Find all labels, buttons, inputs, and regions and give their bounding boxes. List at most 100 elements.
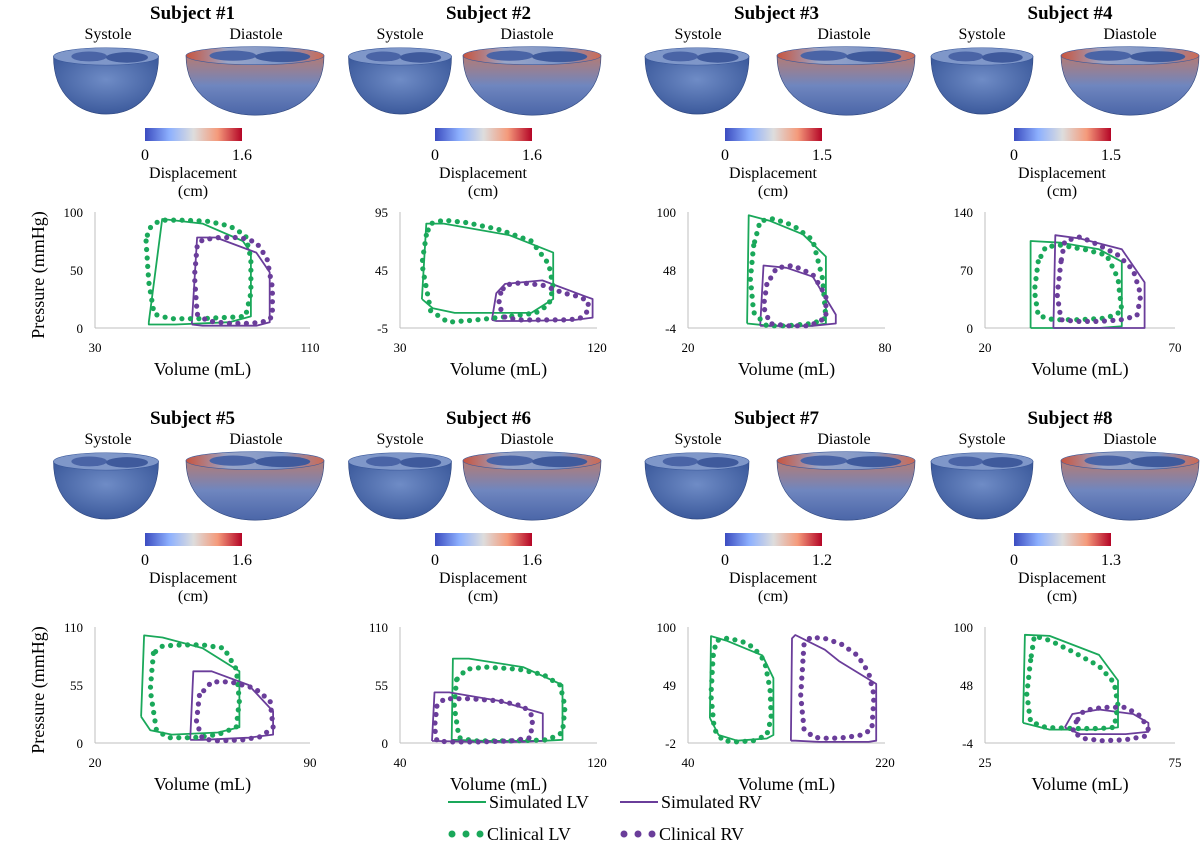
colorbar: [725, 533, 822, 546]
x-tick-label: 30: [89, 340, 102, 355]
clinical-lv-point: [811, 241, 817, 248]
clinical-rv-point: [1133, 735, 1139, 741]
clinical-rv-points: [432, 696, 535, 745]
colorbar: [1014, 533, 1111, 546]
y-tick-label: 110: [369, 620, 388, 635]
clinical-lv-point: [740, 639, 746, 645]
clinical-lv-point: [148, 676, 154, 682]
clinical-lv-point: [766, 679, 772, 685]
clinical-lv-point: [146, 280, 152, 286]
clinical-lv-point: [243, 309, 250, 315]
clinical-rv-point: [819, 317, 825, 323]
clinical-rv-point: [1057, 267, 1063, 273]
clinical-lv-point: [817, 266, 823, 272]
clinical-lv-point: [1109, 724, 1115, 731]
x-tick-label: 80: [879, 340, 892, 355]
x-tick-label: 40: [682, 755, 695, 770]
colorbar-unit: (cm): [1047, 183, 1077, 200]
clinical-lv-point: [446, 218, 452, 224]
clinical-rv-point: [1091, 737, 1097, 743]
y-tick-label: 100: [657, 205, 677, 220]
clinical-lv-point: [196, 218, 202, 224]
y-tick-label: 70: [960, 263, 973, 278]
clinical-lv-point: [188, 217, 194, 224]
clinical-lv-point: [785, 221, 792, 227]
clinical-lv-point: [232, 665, 239, 671]
clinical-rv-point: [232, 234, 238, 241]
clinical-rv-point: [556, 288, 562, 294]
clinical-lv-point: [750, 302, 756, 308]
clinical-lv-point: [149, 297, 155, 303]
y-tick-label: 48: [663, 263, 676, 278]
clinical-rv-point: [518, 317, 524, 323]
colorbar: [435, 533, 532, 546]
clinical-lv-point: [460, 670, 466, 676]
clinical-lv-point: [1058, 725, 1064, 731]
clinical-lv-point: [235, 681, 241, 688]
colorbar-max: 1.6: [522, 552, 542, 569]
clinical-lv-point: [549, 291, 555, 297]
clinical-lv-point: [715, 637, 721, 643]
clinical-rv-point: [764, 281, 770, 288]
diastole-heart-mesh: [462, 451, 602, 521]
clinical-rv-point: [1136, 287, 1142, 293]
panel-subject-7: Subject #7 Systole Diastole 0 1.2Displacemen…: [644, 408, 916, 795]
clinical-rv-point: [467, 739, 473, 745]
clinical-rv-point: [1115, 252, 1121, 258]
clinical-lv-point: [1050, 725, 1056, 731]
clinical-rv-point: [1134, 312, 1140, 318]
clinical-rv-point: [1056, 301, 1062, 307]
clinical-rv-point: [484, 739, 490, 745]
clinical-lv-point: [236, 698, 242, 705]
clinical-rv-point: [815, 735, 821, 741]
diastole-heart-mesh: [462, 46, 602, 116]
clinical-lv-point: [450, 319, 456, 325]
panel-title: Subject #3: [734, 3, 819, 24]
clinical-lv-points: [747, 216, 828, 329]
clinical-lv-point: [538, 251, 545, 257]
clinical-rv-point: [492, 738, 498, 745]
diastole-heart-mesh: [185, 451, 325, 521]
clinical-rv-point: [522, 705, 528, 712]
clinical-rv-point: [1121, 258, 1127, 264]
clinical-rv-point: [235, 320, 241, 326]
clinical-lv-point: [1091, 249, 1097, 255]
clinical-lv-point: [224, 650, 230, 656]
simulated-rv-curve: [790, 634, 878, 743]
clinical-lv-point: [245, 301, 251, 307]
panel-subject-2: Subject #2 Systole Diastole 0 1.6Displacemen…: [348, 3, 607, 380]
clinical-rv-point: [1125, 736, 1131, 742]
clinical-lv-point: [557, 731, 563, 737]
clinical-lv-point: [193, 734, 199, 741]
y-tick-label: 0: [382, 736, 389, 751]
clinical-rv-point: [561, 317, 567, 323]
clinical-lv-point: [147, 684, 154, 690]
clinical-lv-point: [793, 225, 799, 231]
clinical-rv-point: [269, 290, 275, 296]
clinical-rv-point: [870, 714, 876, 720]
clinical-rv-point: [247, 684, 253, 690]
y-tick-label: 55: [375, 678, 388, 693]
clinical-lv-point: [1092, 725, 1098, 732]
colorbar-label: Displacement: [729, 570, 818, 587]
diastole-label: Diastole: [500, 26, 553, 43]
clinical-rv-point: [261, 693, 267, 699]
clinical-lv-point: [1033, 721, 1039, 727]
clinical-lv-point: [454, 719, 460, 725]
clinical-rv-point: [535, 317, 541, 323]
colorbar-max: 1.5: [1101, 147, 1121, 164]
legend-sim-lv-label: Simulated LV: [489, 792, 589, 812]
clinical-lv-point: [749, 259, 755, 265]
clinical-lv-point: [709, 678, 715, 684]
clinical-rv-point: [195, 701, 201, 707]
clinical-rv-point: [823, 311, 829, 317]
clinical-rv-point: [799, 675, 805, 681]
clinical-rv-points: [496, 280, 591, 323]
clinical-rv-point: [1084, 318, 1090, 324]
y-tick-label: 100: [64, 205, 84, 220]
clinical-rv-point: [1084, 237, 1090, 243]
clinical-lv-point: [528, 238, 534, 244]
clinical-lv-point: [221, 222, 227, 228]
clinical-lv-point: [710, 712, 716, 718]
clinical-rv-point: [458, 739, 464, 745]
